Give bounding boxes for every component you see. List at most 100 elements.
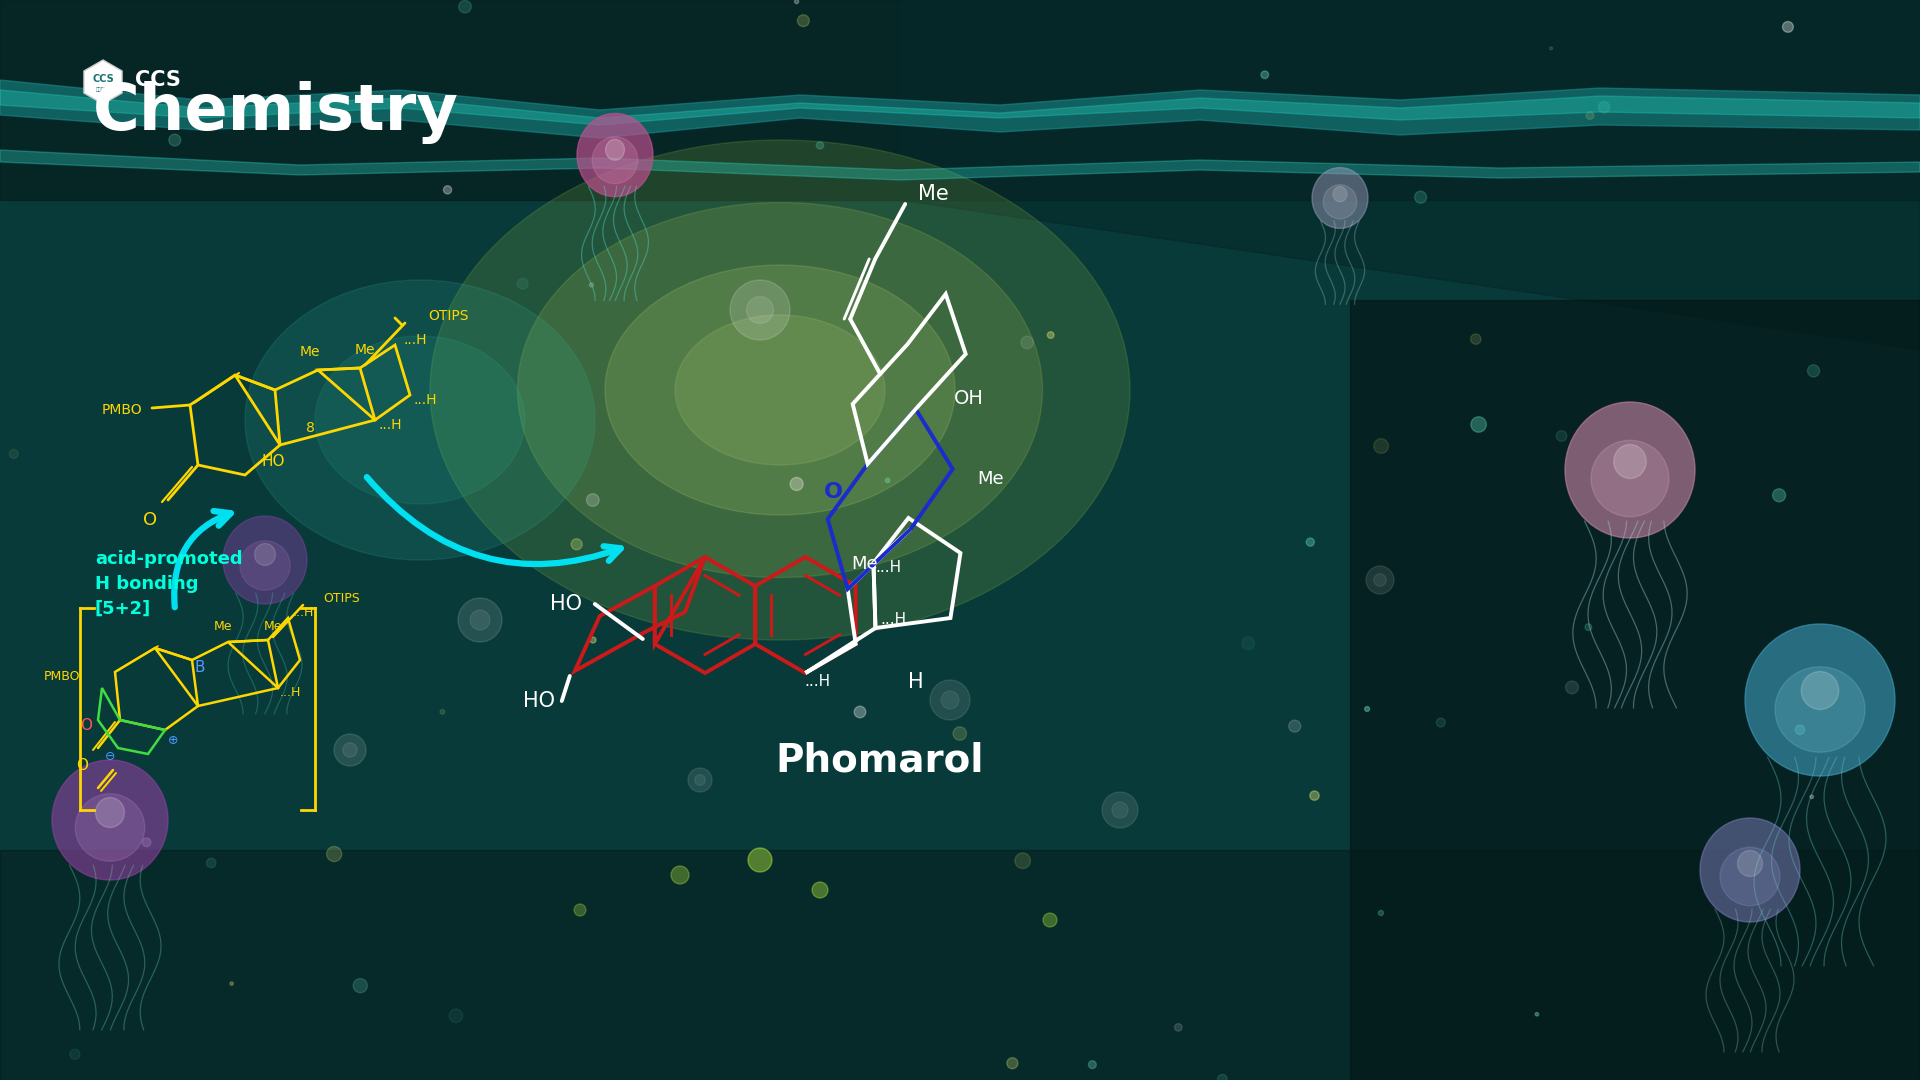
Circle shape [69, 1050, 81, 1059]
Circle shape [812, 882, 828, 897]
Text: Phomarol: Phomarol [776, 741, 985, 779]
Circle shape [1043, 913, 1058, 927]
Ellipse shape [430, 140, 1131, 640]
Text: ...H: ...H [378, 418, 401, 432]
Text: O: O [824, 482, 843, 501]
Circle shape [10, 449, 17, 458]
Text: ...H: ...H [876, 561, 902, 576]
Circle shape [1549, 46, 1553, 50]
Text: Me: Me [355, 343, 374, 357]
Ellipse shape [1565, 402, 1695, 538]
Circle shape [169, 134, 180, 146]
Circle shape [516, 279, 528, 289]
Circle shape [952, 727, 966, 740]
Circle shape [1102, 792, 1139, 828]
Circle shape [326, 847, 342, 862]
Circle shape [142, 838, 152, 847]
Circle shape [1373, 438, 1388, 454]
Circle shape [353, 978, 367, 993]
Ellipse shape [1613, 445, 1645, 478]
Circle shape [1288, 720, 1300, 732]
Text: OTIPS: OTIPS [323, 592, 359, 605]
Circle shape [929, 680, 970, 720]
Circle shape [854, 706, 866, 718]
Circle shape [1373, 573, 1386, 586]
Circle shape [1016, 853, 1031, 868]
Circle shape [797, 15, 810, 27]
Text: O: O [81, 717, 92, 732]
Circle shape [1175, 1024, 1183, 1031]
Circle shape [334, 734, 367, 766]
Polygon shape [84, 60, 123, 104]
Text: 中国化学会: 中国化学会 [96, 86, 109, 92]
Text: Me: Me [213, 621, 232, 634]
Circle shape [1471, 334, 1480, 345]
Circle shape [444, 186, 451, 194]
Ellipse shape [75, 794, 144, 861]
Circle shape [1795, 725, 1805, 734]
Text: PMBO: PMBO [102, 403, 142, 417]
Text: ...H: ...H [413, 393, 436, 407]
Circle shape [789, 477, 803, 490]
Circle shape [440, 710, 445, 714]
Circle shape [1306, 538, 1315, 546]
Ellipse shape [223, 516, 307, 604]
Bar [1350, 300, 1920, 1080]
Circle shape [730, 280, 789, 340]
Circle shape [570, 539, 582, 550]
Circle shape [1365, 706, 1369, 712]
Ellipse shape [1332, 187, 1348, 202]
Circle shape [1597, 102, 1609, 113]
Ellipse shape [1592, 441, 1668, 516]
Circle shape [230, 982, 234, 985]
Text: HO: HO [549, 594, 582, 615]
Circle shape [586, 494, 599, 507]
Circle shape [574, 904, 586, 916]
Text: ⊖: ⊖ [106, 750, 115, 762]
Text: B: B [194, 661, 205, 675]
Circle shape [1089, 1061, 1096, 1068]
Text: Me: Me [851, 555, 877, 573]
Ellipse shape [96, 797, 125, 827]
Circle shape [1586, 624, 1592, 631]
Circle shape [1217, 1075, 1227, 1080]
Circle shape [1565, 681, 1578, 693]
Ellipse shape [1801, 672, 1839, 710]
Text: CCS: CCS [134, 70, 180, 90]
Circle shape [1242, 637, 1254, 650]
Circle shape [1006, 1057, 1018, 1069]
Text: O: O [142, 511, 157, 529]
Text: Me: Me [263, 620, 282, 633]
Ellipse shape [518, 203, 1043, 578]
Ellipse shape [1323, 185, 1357, 219]
Circle shape [1309, 791, 1319, 800]
Ellipse shape [315, 336, 524, 504]
Text: Me: Me [977, 470, 1004, 488]
Text: H: H [908, 672, 924, 692]
Circle shape [795, 0, 799, 3]
Text: ...H: ...H [278, 687, 301, 700]
Polygon shape [0, 80, 1920, 138]
Circle shape [459, 0, 470, 13]
Circle shape [1782, 22, 1793, 32]
Circle shape [747, 297, 774, 324]
Circle shape [449, 1009, 463, 1023]
Text: acid-promoted
H bonding
[5+2]: acid-promoted H bonding [5+2] [94, 550, 242, 618]
Circle shape [589, 637, 595, 643]
Ellipse shape [1774, 666, 1864, 753]
Ellipse shape [246, 280, 595, 561]
Text: OH: OH [954, 390, 983, 408]
Circle shape [1046, 332, 1054, 338]
Ellipse shape [605, 139, 624, 160]
Ellipse shape [255, 543, 275, 566]
Circle shape [1471, 417, 1486, 432]
Circle shape [885, 478, 889, 483]
Circle shape [207, 859, 215, 867]
Text: O: O [77, 757, 88, 772]
Text: CCS: CCS [92, 75, 113, 84]
Text: ...H: ...H [292, 607, 313, 620]
Ellipse shape [676, 315, 885, 465]
Circle shape [1436, 718, 1446, 727]
Circle shape [687, 768, 712, 792]
Ellipse shape [578, 113, 653, 197]
